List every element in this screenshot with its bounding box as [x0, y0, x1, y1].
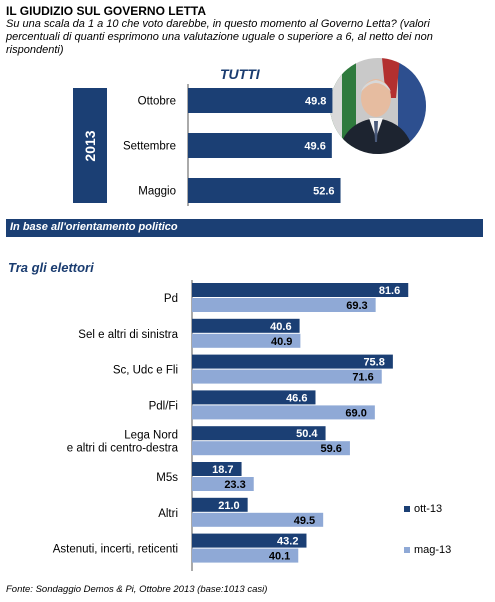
bar-value-0-3: 46.6: [286, 392, 307, 404]
bar-0-1: [192, 318, 300, 333]
legend-item-0: ott-13: [404, 503, 442, 515]
bar-value-0-7: 43.2: [277, 536, 298, 548]
bar-value-0-6: 21.0: [218, 500, 239, 512]
bar-0-5: [192, 462, 242, 476]
legend-label-0: ott-13: [414, 503, 443, 515]
category-label-6: Altri: [158, 508, 178, 520]
top-category-label-1: Settembre: [123, 141, 176, 153]
section-banner-text: In base all'orientamento politico: [10, 221, 178, 233]
bar-0-0: [192, 283, 409, 297]
top-bar-value-2: 52.6: [313, 186, 334, 198]
top-category-label-2: Maggio: [138, 186, 176, 198]
top-bar-1: [188, 133, 332, 158]
legend-item-1: mag-13: [404, 544, 451, 556]
bar-value-0-4: 50.4: [296, 428, 318, 440]
bar-value-1-6: 49.5: [294, 515, 315, 527]
bar-value-1-2: 71.6: [352, 372, 373, 384]
bar-value-1-1: 40.9: [271, 336, 292, 348]
question-text: Su una scala da 1 a 10 che voto darebbe,…: [6, 18, 433, 56]
bar-value-0-1: 40.6: [270, 321, 291, 333]
source-note: Fonte: Sondaggio Demos & Pi, Ottobre 201…: [6, 584, 268, 595]
category-label-0: Pd: [164, 293, 178, 305]
top-chart-heading: TUTTI: [220, 66, 260, 82]
page-title: IL GIUDIZIO SUL GOVERNO LETTA: [6, 4, 207, 18]
bar-value-1-5: 23.3: [224, 479, 245, 491]
bar-value-0-2: 75.8: [363, 357, 384, 369]
bottom-chart-heading: Tra gli elettori: [8, 260, 94, 275]
bar-1-6: [192, 512, 324, 527]
bar-value-1-4: 59.6: [321, 443, 342, 455]
category-label-4-0: Lega Nord: [124, 430, 178, 442]
bar-1-5: [192, 477, 254, 491]
bar-value-1-3: 69.0: [345, 407, 366, 419]
year-label-box: 2013: [73, 88, 107, 203]
category-label-5: M5s: [156, 472, 178, 484]
top-bar-0: [188, 88, 333, 113]
bar-1-1: [192, 333, 301, 348]
legend-swatch-1: [404, 547, 410, 554]
category-label-7: Astenuti, incerti, reticenti: [53, 544, 178, 556]
category-label-3: Pdl/Fi: [149, 400, 178, 412]
category-label-2: Sc, Udc e Fli: [113, 365, 178, 377]
top-bar-value-1: 49.6: [304, 141, 325, 153]
bar-0-2: [192, 354, 393, 369]
category-label-1: Sel e altri di sinistra: [78, 329, 178, 341]
bar-value-1-7: 40.1: [269, 551, 290, 563]
legend-swatch-0: [404, 506, 410, 513]
bar-1-7: [192, 548, 299, 563]
bar-0-4: [192, 426, 326, 441]
section-banner: In base all'orientamento politico: [6, 219, 483, 237]
bar-value-1-0: 69.3: [346, 300, 367, 312]
bar-1-3: [192, 405, 375, 420]
bar-0-6: [192, 497, 248, 512]
bar-0-7: [192, 533, 307, 548]
portrait-photo: [330, 58, 426, 154]
top-category-label-0: Ottobre: [138, 96, 176, 108]
top-bar-2: [188, 178, 341, 203]
bar-1-2: [192, 369, 382, 384]
bar-1-4: [192, 441, 350, 456]
bar-0-3: [192, 390, 316, 405]
portrait-illustration: [330, 58, 426, 154]
bar-value-0-5: 18.7: [212, 464, 233, 476]
legend-label-1: mag-13: [414, 544, 452, 556]
category-label-4-1: e altri di centro-destra: [67, 443, 179, 455]
bar-value-0-0: 81.6: [379, 285, 400, 297]
top-bar-value-0: 49.8: [305, 96, 326, 108]
bar-1-0: [192, 298, 376, 312]
